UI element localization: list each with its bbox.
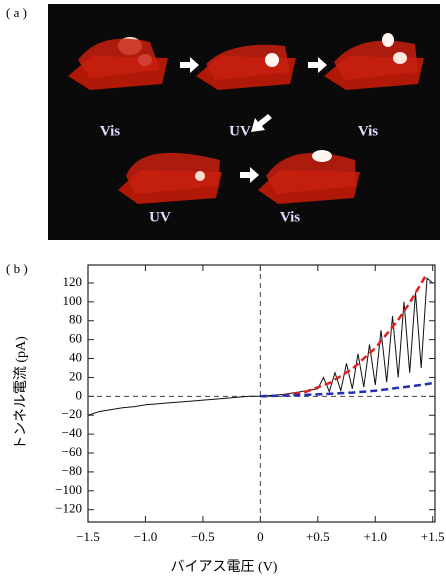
- x-axis-label: バイアス電圧 (V): [171, 559, 278, 575]
- y-axis-label: トンネル電流 (pA): [13, 336, 29, 450]
- x-tick-label: −1.5: [76, 529, 100, 544]
- plot-frame: [87, 264, 436, 523]
- x-tick-label: +0.5: [306, 529, 330, 544]
- y-tick-label: 60: [69, 331, 82, 346]
- series-line: [260, 381, 433, 398]
- x-tick-label: +1.5: [421, 529, 445, 544]
- x-tick-label: +1.0: [363, 529, 387, 544]
- caption: Vis: [280, 209, 300, 225]
- y-tick-label: −80: [62, 463, 82, 478]
- image-panel: [48, 4, 440, 240]
- y-tick-label: −100: [55, 482, 82, 497]
- y-tick-label: 0: [76, 387, 83, 402]
- y-tick-label: −40: [62, 425, 82, 440]
- panel-label: ( a ): [6, 5, 27, 20]
- y-tick-label: −120: [55, 501, 82, 516]
- y-tick-label: 40: [69, 350, 82, 365]
- series-line: [260, 272, 429, 398]
- y-tick-label: −60: [62, 444, 82, 459]
- x-tick-label: −1.0: [134, 529, 158, 544]
- caption: UV: [229, 123, 251, 139]
- stm-images: [68, 33, 424, 204]
- y-tick-label: 100: [63, 293, 83, 308]
- caption: Vis: [100, 123, 120, 139]
- y-tick-label: 80: [69, 312, 82, 327]
- y-tick-label: 20: [69, 368, 82, 383]
- x-tick-label: 0: [257, 529, 264, 544]
- y-tick-label: −20: [62, 406, 82, 421]
- y-tick-label: 120: [63, 274, 83, 289]
- panel-label: ( b ): [6, 261, 28, 276]
- x-tick-label: −0.5: [191, 529, 215, 544]
- caption: Vis: [358, 123, 378, 139]
- caption: UV: [149, 209, 171, 225]
- series-line: [87, 277, 434, 416]
